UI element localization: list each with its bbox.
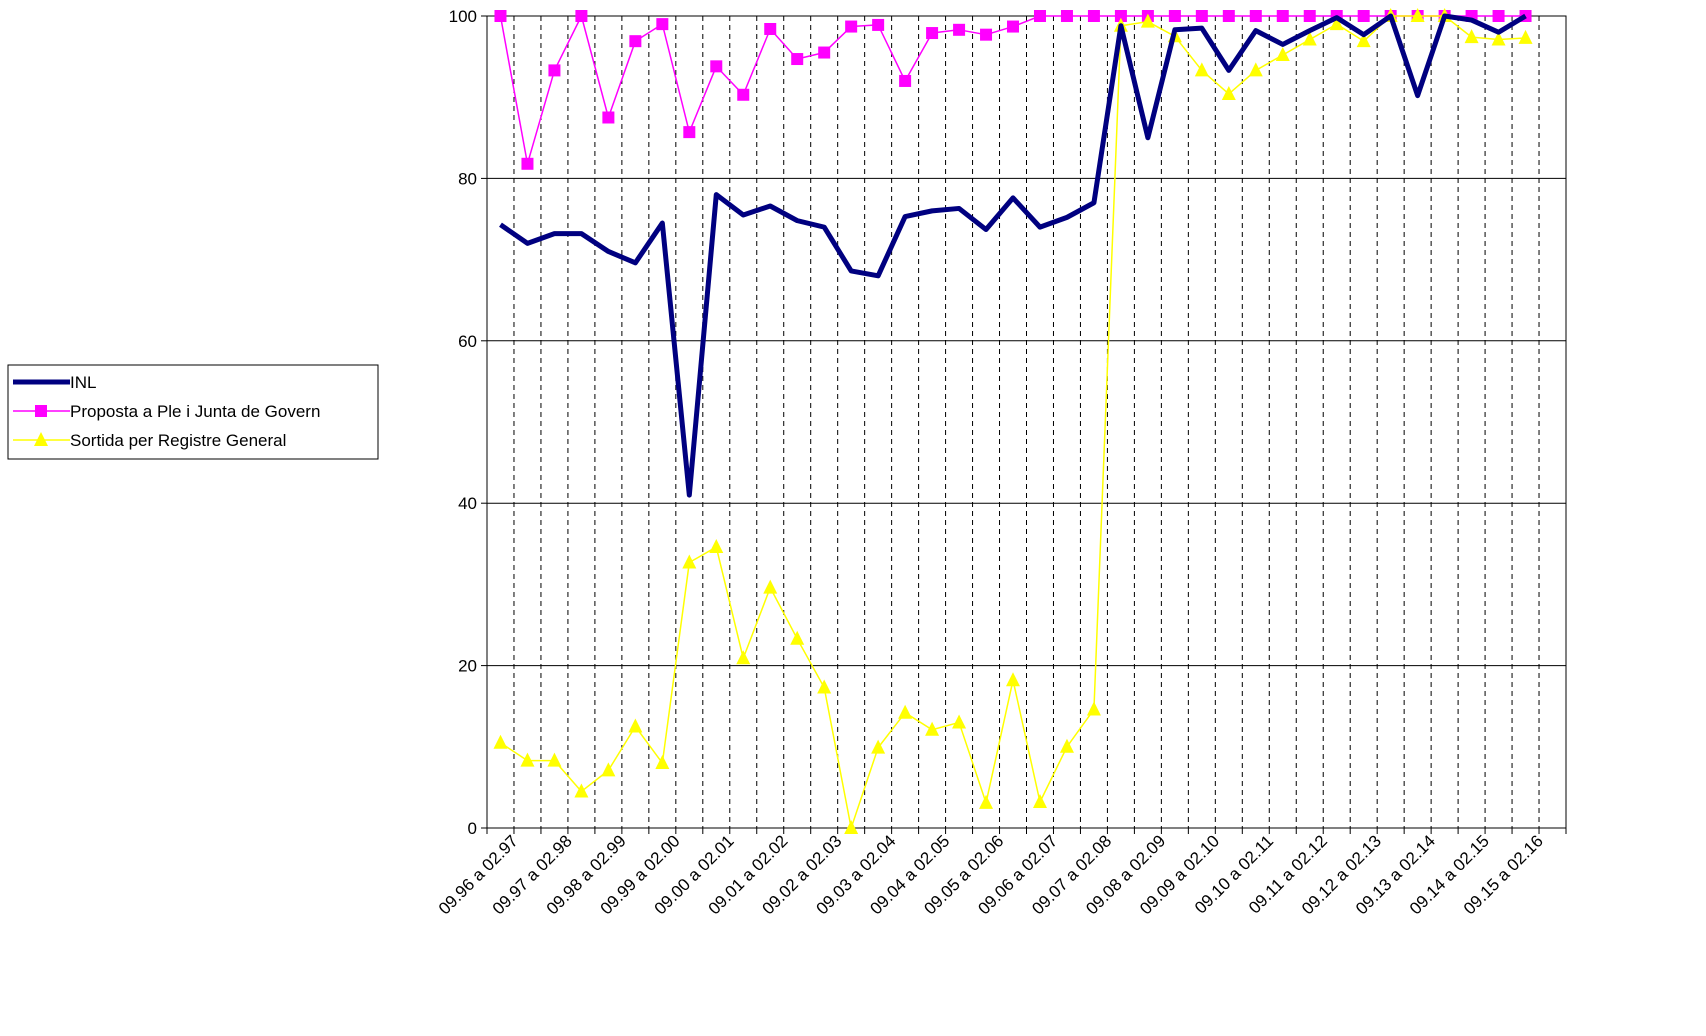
- data-point: [1221, 85, 1236, 100]
- data-point: [521, 157, 534, 170]
- data-point: [1060, 10, 1073, 22]
- data-point: [1357, 10, 1370, 22]
- data-point: [493, 734, 508, 749]
- data-point: [925, 721, 940, 736]
- data-point: [764, 22, 777, 35]
- data-point: [628, 718, 643, 733]
- data-point: [1032, 794, 1047, 809]
- data-point: [1491, 31, 1506, 46]
- data-point: [547, 752, 562, 767]
- data-point: [899, 74, 912, 87]
- series-line: [500, 15, 1526, 829]
- data-point: [1303, 10, 1316, 22]
- data-point: [1087, 10, 1100, 22]
- data-point: [682, 554, 697, 569]
- legend-item: INL: [13, 373, 96, 392]
- data-point: [790, 630, 805, 645]
- data-point: [655, 755, 670, 770]
- data-point: [1033, 10, 1046, 22]
- data-point: [1006, 672, 1021, 687]
- data-point: [1275, 46, 1290, 61]
- data-point: [736, 650, 751, 665]
- data-point: [953, 23, 966, 36]
- y-axis: 0 20 40 60 80 100: [449, 7, 487, 838]
- data-point: [844, 820, 859, 834]
- data-point: [1249, 10, 1262, 22]
- y-tick-label: 20: [458, 657, 477, 676]
- data-point: [1140, 13, 1155, 28]
- data-point: [601, 762, 616, 777]
- data-point: [629, 35, 642, 48]
- y-tick-label: 0: [468, 819, 477, 838]
- data-point: [817, 679, 832, 694]
- data-point: [1248, 62, 1263, 77]
- data-point: [1086, 701, 1101, 716]
- data-point: [548, 64, 561, 77]
- data-point: [575, 10, 588, 22]
- y-tick-label: 40: [458, 494, 477, 513]
- data-point: [952, 714, 967, 729]
- data-point: [845, 20, 858, 33]
- data-point: [872, 18, 885, 31]
- data-point: [1222, 10, 1235, 22]
- data-point: [656, 18, 669, 31]
- legend-marker: [34, 432, 48, 446]
- series-1: [494, 10, 1532, 170]
- data-point: [1194, 62, 1209, 77]
- data-point: [602, 111, 615, 124]
- legend-item: Sortida per Registre General: [13, 431, 286, 450]
- data-point: [683, 126, 696, 139]
- legend-label: Sortida per Registre General: [70, 431, 286, 450]
- legend-label: Proposta a Ple i Junta de Govern: [70, 402, 320, 421]
- legend-item: Proposta a Ple i Junta de Govern: [13, 402, 320, 421]
- series-line: [499, 13, 1527, 498]
- data-point: [1329, 16, 1344, 31]
- data-point: [791, 53, 804, 66]
- data-point: [979, 794, 994, 809]
- series-0: [499, 13, 1527, 498]
- data-point: [520, 752, 535, 767]
- data-point: [871, 739, 886, 754]
- data-point: [926, 27, 939, 40]
- data-point: [1007, 20, 1020, 33]
- vertical-gridlines: [513, 16, 1540, 828]
- plot-area: [486, 15, 1567, 829]
- data-point: [710, 60, 723, 73]
- y-tick-label: 80: [458, 169, 477, 188]
- data-point: [1492, 10, 1505, 22]
- legend-marker: [35, 405, 47, 417]
- legend: INL Proposta a Ple i Junta de Govern Sorti…: [7, 364, 379, 460]
- data-point: [737, 88, 750, 101]
- data-point: [494, 10, 507, 22]
- data-point: [1356, 33, 1371, 48]
- data-point: [898, 704, 913, 719]
- data-point: [1518, 29, 1533, 44]
- data-point: [1302, 31, 1317, 46]
- data-point: [1410, 8, 1425, 22]
- data-point: [1276, 10, 1289, 22]
- data-point: [709, 539, 724, 554]
- series-layer: [493, 8, 1533, 834]
- data-point: [1059, 738, 1074, 753]
- data-point: [763, 579, 778, 594]
- series-line: [499, 15, 1526, 165]
- data-point: [1168, 10, 1181, 22]
- data-point: [1114, 10, 1127, 22]
- legend-label: INL: [70, 373, 96, 392]
- y-tick-label: 60: [458, 332, 477, 351]
- data-point: [818, 46, 831, 59]
- data-point: [574, 783, 589, 798]
- y-tick-label: 100: [449, 7, 477, 26]
- data-point: [1464, 29, 1479, 44]
- data-point: [980, 28, 993, 41]
- data-point: [1195, 10, 1208, 22]
